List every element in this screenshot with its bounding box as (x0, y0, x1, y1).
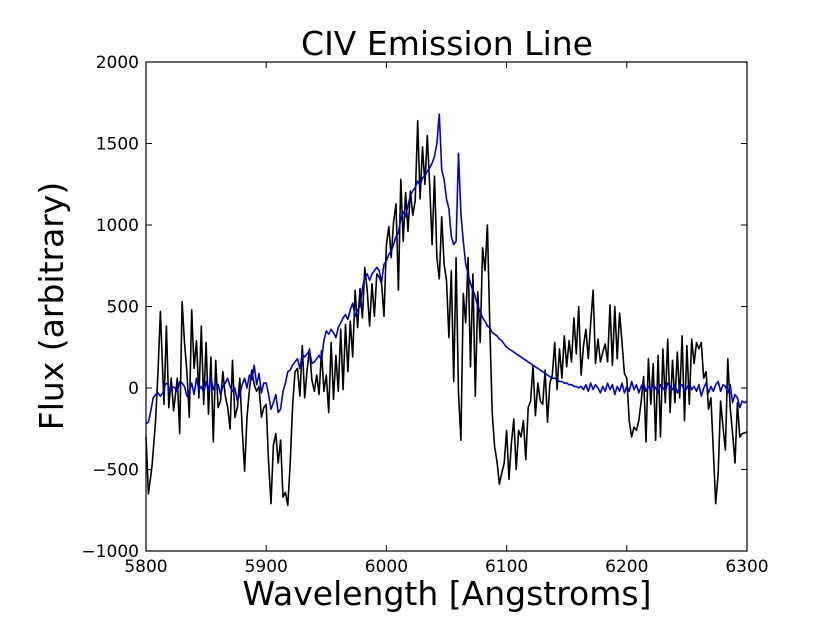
x-axis-label: Wavelength [Angstroms] (243, 574, 652, 613)
series-line-model (145, 113, 748, 425)
y-tick-label: 1500 (96, 135, 139, 155)
y-tick-label: 2000 (96, 53, 139, 73)
series-layer (145, 113, 748, 507)
y-axis-label: Flux (arbitrary) (32, 182, 71, 431)
y-tick-label: −500 (92, 461, 139, 481)
y-tick-label: 1000 (96, 216, 139, 236)
y-tick-label: 0 (128, 379, 139, 399)
x-tick-label: 5800 (124, 557, 167, 577)
chart-title: CIV Emission Line (301, 24, 593, 63)
y-tick-label: 500 (107, 298, 139, 318)
series-line-observed (145, 119, 748, 507)
x-tick-label: 6000 (365, 557, 408, 577)
x-tick-label: 6300 (725, 557, 768, 577)
ticks-layer: 5800 5900 6000 6100 6200 6300 −1000 −500 0 500 100… (81, 53, 768, 577)
x-tick-label: 6200 (605, 557, 648, 577)
x-tick-label: 6100 (485, 557, 528, 577)
plot-frame (145, 61, 748, 552)
x-tick-label: 5900 (245, 557, 288, 577)
y-tick-label: −1000 (81, 542, 139, 562)
